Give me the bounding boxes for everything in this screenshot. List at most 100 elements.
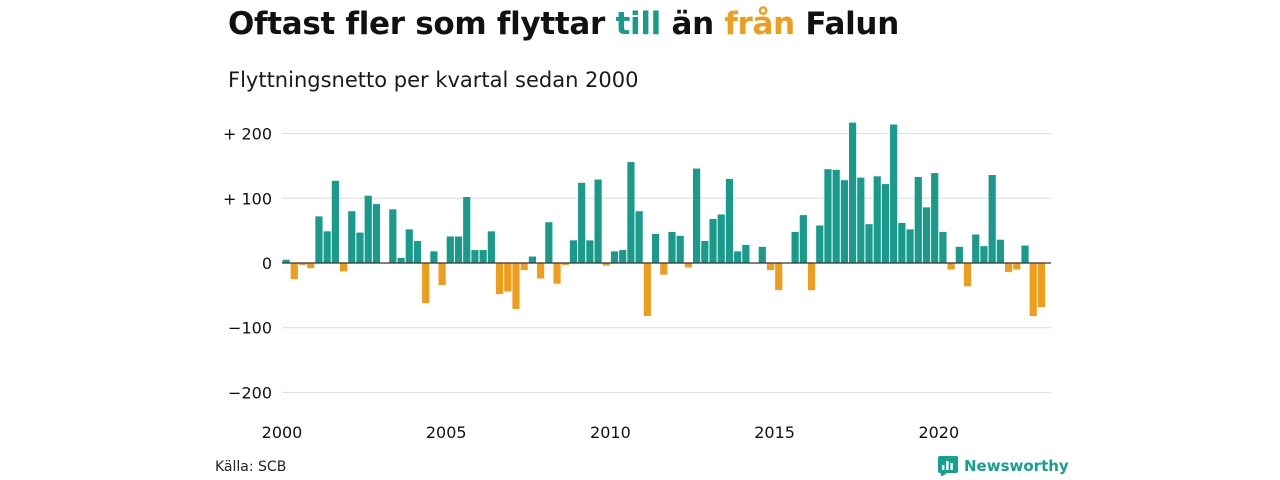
bar (348, 211, 356, 263)
bar (290, 263, 298, 280)
bar (709, 219, 717, 263)
bar (364, 195, 372, 263)
bar (881, 184, 890, 263)
bar (282, 259, 290, 263)
bar (339, 263, 348, 272)
bar (331, 180, 339, 263)
bar (807, 263, 816, 291)
x-tick-label: 2000 (262, 423, 303, 442)
chart-title: Oftast fler som flyttar till än från Fal… (228, 6, 899, 42)
bar (307, 263, 315, 269)
bar (914, 176, 922, 263)
bar (537, 263, 545, 279)
bar (1013, 263, 1021, 270)
title-highlight-till: till (615, 6, 661, 42)
bar (766, 263, 775, 271)
bar (832, 169, 840, 263)
bar (504, 263, 512, 292)
bar (578, 182, 586, 263)
bar (1021, 245, 1029, 263)
bar (988, 175, 996, 263)
y-tick-label: −100 (228, 319, 272, 338)
y-tick-label: + 100 (223, 189, 272, 208)
bar (413, 241, 422, 263)
bar (922, 207, 931, 263)
bar (372, 204, 381, 263)
title-highlight-fran: från (724, 6, 795, 42)
bar (693, 168, 701, 263)
bar (947, 263, 955, 270)
bar (569, 240, 578, 263)
bar (463, 197, 471, 263)
y-tick-label: 0 (262, 254, 272, 273)
bar (430, 251, 438, 263)
bar (668, 231, 676, 263)
bar (610, 251, 619, 263)
bar (906, 229, 914, 263)
bar (939, 231, 947, 263)
bar (627, 162, 635, 263)
bar (931, 173, 939, 263)
title-part-3: Falun (794, 6, 899, 42)
bar (528, 256, 536, 263)
bar (742, 244, 750, 263)
bar (323, 231, 331, 263)
bar (775, 263, 783, 291)
bar (422, 263, 430, 304)
bar (963, 263, 972, 287)
bar (898, 222, 906, 263)
bar (495, 263, 504, 295)
title-part-2: än (660, 6, 725, 42)
bar (791, 231, 799, 263)
bar (660, 263, 668, 275)
bar (389, 209, 397, 263)
bar (545, 222, 553, 263)
bar (980, 246, 988, 263)
x-tick-label: 2010 (590, 423, 631, 442)
bar (1029, 263, 1037, 317)
bar (586, 240, 594, 263)
bar (298, 263, 307, 265)
bar (676, 235, 684, 263)
bar (619, 250, 627, 263)
bar (602, 263, 610, 266)
x-tick-label: 2015 (754, 423, 795, 442)
chart-subtitle: Flyttningsnetto per kvartal sedan 2000 (228, 68, 639, 92)
y-tick-label: + 200 (223, 125, 272, 144)
bar (643, 263, 651, 317)
bar (487, 231, 495, 263)
source-label: Källa: SCB (215, 459, 287, 475)
bar (315, 216, 323, 263)
bar (865, 224, 873, 263)
bar (397, 257, 405, 263)
bar (471, 250, 479, 263)
bar (356, 232, 364, 263)
bar (1037, 263, 1046, 307)
bar (594, 179, 602, 263)
bar (840, 180, 848, 263)
bar (734, 251, 742, 263)
bar (799, 215, 807, 263)
x-tick-label: 2020 (918, 423, 959, 442)
bar (454, 236, 463, 263)
bar (857, 177, 865, 263)
bar (816, 225, 824, 263)
brand-name: Newsworthy (964, 457, 1069, 475)
bar (996, 239, 1004, 263)
bar (717, 214, 725, 263)
bar (405, 229, 413, 263)
bar (873, 176, 881, 263)
bar (520, 263, 528, 271)
bar (651, 233, 660, 263)
bar (438, 263, 446, 285)
bar (890, 124, 898, 263)
bar (479, 250, 487, 263)
bar (635, 211, 643, 263)
y-tick-label: −200 (228, 383, 272, 402)
bar (701, 241, 709, 263)
bar (955, 246, 963, 263)
bar (512, 263, 520, 309)
bar (972, 234, 980, 263)
bar (561, 263, 569, 265)
